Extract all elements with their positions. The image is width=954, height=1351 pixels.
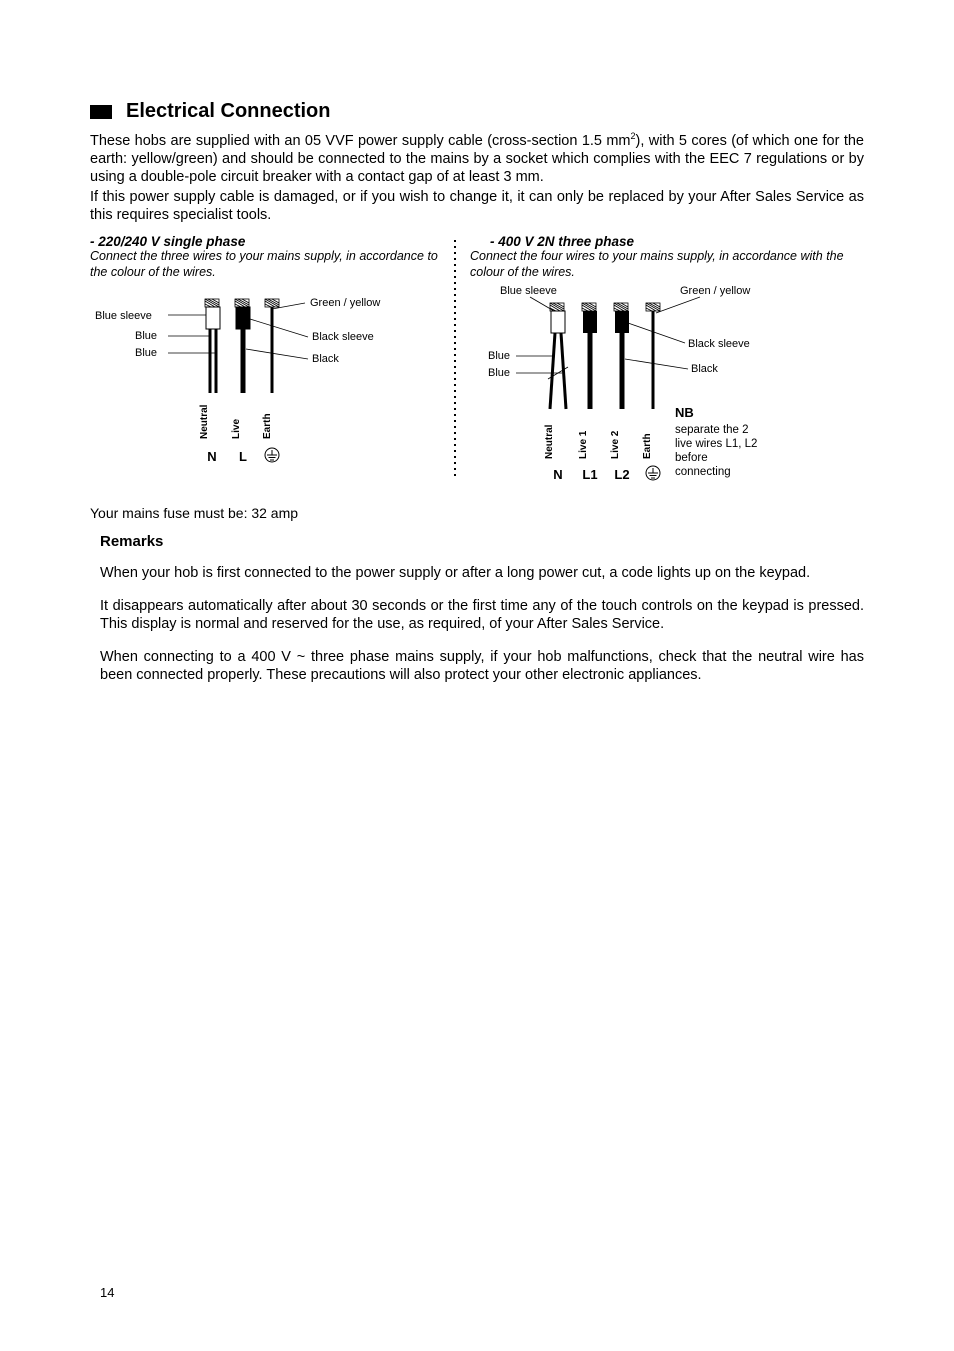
label-blue1-3p: Blue xyxy=(488,350,510,362)
label-blue2-3p: Blue xyxy=(488,367,510,379)
label-blue-sleeve-3p: Blue sleeve xyxy=(500,285,557,297)
intro-p1a: These hobs are supplied with an 05 VVF p… xyxy=(90,133,631,149)
three-phase-column: - 400 V 2N three phase Connect the four … xyxy=(460,234,860,500)
label-green-yellow: Green / yellow xyxy=(310,297,380,309)
single-phase-title: - 220/240 V single phase xyxy=(90,234,450,249)
diagrams-row: - 220/240 V single phase Connect the thr… xyxy=(90,234,864,500)
rot-live1: Live 1 xyxy=(578,430,589,459)
single-phase-diagram: Blue sleeve Blue Blue Green / yellow Bla… xyxy=(90,281,450,486)
label-black-3p: Black xyxy=(691,363,718,375)
single-phase-column: - 220/240 V single phase Connect the thr… xyxy=(90,234,450,500)
label-black-sleeve-3p: Black sleeve xyxy=(688,338,750,350)
earth-icon-3p xyxy=(646,466,660,480)
earth-icon xyxy=(265,448,279,462)
remarks-p2: It disappears automatically after about … xyxy=(100,597,864,633)
nb-line3: before xyxy=(675,452,708,464)
remarks-p1: When your hob is first connected to the … xyxy=(100,564,864,582)
intro-paragraph-1: These hobs are supplied with an 05 VVF p… xyxy=(90,131,864,186)
rot-neutral-3p: Neutral xyxy=(544,424,555,459)
divider-dots-icon xyxy=(450,240,460,480)
nb-title: NB xyxy=(675,405,694,420)
rot-neutral: Neutral xyxy=(199,404,210,439)
terminal-N: N xyxy=(207,449,216,464)
label-black: Black xyxy=(312,353,339,365)
terminal-L2: L2 xyxy=(614,467,629,482)
page: Electrical Connection These hobs are sup… xyxy=(0,0,954,1340)
remarks-p3: When connecting to a 400 V ~ three phase… xyxy=(100,648,864,684)
rot-live2: Live 2 xyxy=(610,430,621,459)
rot-earth-3p: Earth xyxy=(642,433,653,459)
single-phase-subtitle: Connect the three wires to your mains su… xyxy=(90,249,450,280)
section-heading: Electrical Connection xyxy=(126,100,331,123)
label-black-sleeve: Black sleeve xyxy=(312,331,374,343)
terminal-L1: L1 xyxy=(582,467,597,482)
rot-live: Live xyxy=(231,418,242,438)
label-blue-sleeve: Blue sleeve xyxy=(95,310,152,322)
fuse-note: Your mains fuse must be: 32 amp xyxy=(90,505,864,521)
label-blue-1: Blue xyxy=(135,330,157,342)
nb-line2: live wires L1, L2 xyxy=(675,438,757,450)
page-number: 14 xyxy=(100,1285,114,1300)
three-phase-title: - 400 V 2N three phase xyxy=(490,234,860,249)
heading-bullet-icon xyxy=(90,105,112,119)
intro-paragraph-2: If this power supply cable is damaged, o… xyxy=(90,188,864,224)
three-phase-subtitle: Connect the four wires to your mains sup… xyxy=(470,249,860,280)
terminal-N-3p: N xyxy=(553,467,562,482)
label-green-yellow-3p: Green / yellow xyxy=(680,285,750,297)
three-phase-diagram: Blue sleeve Green / yellow Blue Blue Bla… xyxy=(470,281,860,501)
rot-earth: Earth xyxy=(262,413,273,439)
nb-line4: connecting xyxy=(675,466,731,478)
remarks-heading: Remarks xyxy=(100,533,864,550)
label-blue-2: Blue xyxy=(135,347,157,359)
terminal-L: L xyxy=(239,449,247,464)
heading-row: Electrical Connection xyxy=(90,100,864,123)
nb-line1: separate the 2 xyxy=(675,424,749,436)
